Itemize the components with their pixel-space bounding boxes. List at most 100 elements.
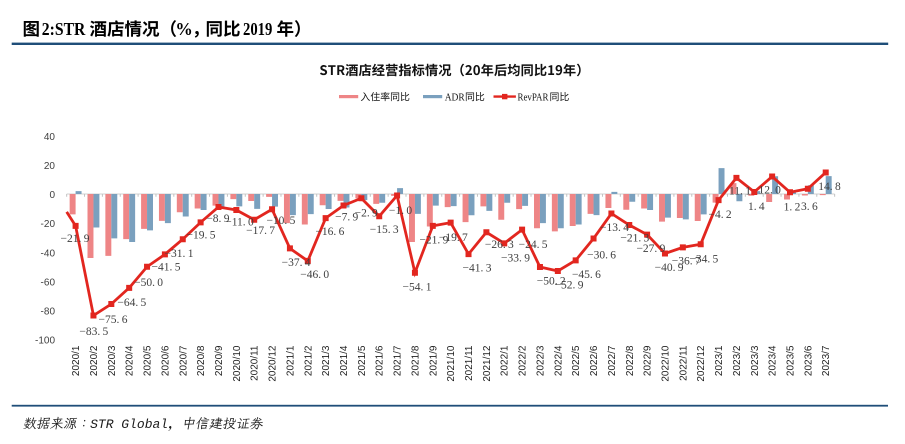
svg-text:2021/8: 2021/8 bbox=[410, 345, 421, 376]
svg-text:−13. 4: −13. 4 bbox=[600, 222, 629, 234]
svg-text:−21. 9: −21. 9 bbox=[61, 233, 90, 245]
svg-text:2022/12: 2022/12 bbox=[696, 345, 707, 382]
svg-text:2:STR: 2:STR bbox=[42, 19, 86, 39]
svg-text:−33. 9: −33. 9 bbox=[501, 253, 530, 265]
svg-text:2020/7: 2020/7 bbox=[178, 345, 189, 376]
svg-text:12. 0: 12. 0 bbox=[758, 184, 781, 196]
svg-text:2023/7: 2023/7 bbox=[821, 345, 832, 376]
svg-text:-80: -80 bbox=[41, 307, 56, 318]
svg-text:−36. 7: −36. 7 bbox=[672, 256, 701, 268]
svg-text:2022/6: 2022/6 bbox=[589, 345, 600, 376]
svg-text:−19. 5: −19. 5 bbox=[187, 230, 216, 242]
svg-text:14. 8: 14. 8 bbox=[818, 181, 841, 193]
svg-text:%: % bbox=[175, 19, 192, 39]
svg-text:−27. 9: −27. 9 bbox=[636, 243, 665, 255]
svg-text:2020/9: 2020/9 bbox=[214, 345, 225, 376]
svg-text:2020/2: 2020/2 bbox=[89, 345, 100, 376]
svg-text:−26. 3: −26. 3 bbox=[485, 239, 514, 251]
svg-text:2022/9: 2022/9 bbox=[643, 345, 654, 376]
svg-text:−21. 3: −21. 3 bbox=[620, 233, 649, 245]
svg-text:2021/10: 2021/10 bbox=[446, 345, 457, 382]
svg-text:2021/1: 2021/1 bbox=[285, 345, 296, 376]
svg-text:2021/11: 2021/11 bbox=[464, 345, 475, 381]
svg-text:−54. 1: −54. 1 bbox=[403, 281, 432, 293]
svg-text:2022/2: 2022/2 bbox=[518, 345, 529, 376]
svg-text:2020/5: 2020/5 bbox=[143, 345, 154, 376]
svg-text:−41. 5: −41. 5 bbox=[152, 262, 181, 274]
svg-text:2022/5: 2022/5 bbox=[571, 345, 582, 376]
svg-text:−50. 2: −50. 2 bbox=[537, 276, 566, 288]
svg-text:2023/4: 2023/4 bbox=[768, 345, 779, 376]
svg-text:-20: -20 bbox=[41, 219, 56, 230]
svg-text:−16. 6: −16. 6 bbox=[315, 226, 344, 238]
svg-text:2023/2: 2023/2 bbox=[732, 345, 743, 376]
svg-text:-40: -40 bbox=[41, 248, 56, 259]
svg-text:RevPAR: RevPAR bbox=[518, 92, 549, 103]
svg-text:2020/4: 2020/4 bbox=[125, 345, 136, 376]
svg-text:2023/6: 2023/6 bbox=[803, 345, 814, 376]
svg-text:2020/1: 2020/1 bbox=[71, 345, 82, 376]
svg-text:−24. 5: −24. 5 bbox=[519, 239, 548, 251]
svg-text:−31. 1: −31. 1 bbox=[165, 248, 194, 260]
svg-text:3. 6: 3. 6 bbox=[801, 201, 818, 213]
svg-text:2020/11: 2020/11 bbox=[250, 345, 261, 381]
svg-text:2022/4: 2022/4 bbox=[553, 345, 564, 376]
svg-text:2020/3: 2020/3 bbox=[107, 345, 118, 376]
svg-text:1. 4: 1. 4 bbox=[748, 201, 765, 213]
svg-text:−30. 6: −30. 6 bbox=[587, 250, 616, 262]
svg-text:−21. 9: −21. 9 bbox=[419, 235, 448, 247]
svg-text:2020/6: 2020/6 bbox=[160, 345, 171, 376]
svg-text:2021/12: 2021/12 bbox=[482, 345, 493, 382]
svg-text:2022/7: 2022/7 bbox=[607, 345, 618, 376]
svg-text:2023/3: 2023/3 bbox=[750, 345, 761, 376]
svg-text:−8. 9: −8. 9 bbox=[206, 213, 229, 225]
svg-text:−34. 5: −34. 5 bbox=[689, 253, 718, 265]
svg-text:2022/8: 2022/8 bbox=[625, 345, 636, 376]
svg-text:−1. 0: −1. 0 bbox=[389, 205, 412, 217]
svg-text:-60: -60 bbox=[41, 277, 56, 288]
svg-text:2021/9: 2021/9 bbox=[428, 345, 439, 376]
svg-text:2022/1: 2022/1 bbox=[500, 345, 511, 376]
svg-text:−19. 7: −19. 7 bbox=[439, 232, 468, 244]
svg-text:STR Global: STR Global bbox=[90, 417, 168, 432]
svg-text:2023/5: 2023/5 bbox=[786, 345, 797, 376]
svg-text:2021/6: 2021/6 bbox=[375, 345, 386, 376]
svg-text:−17. 7: −17. 7 bbox=[246, 225, 275, 237]
svg-text:40: 40 bbox=[44, 132, 56, 143]
svg-text:−2. 9: −2. 9 bbox=[355, 207, 378, 219]
svg-text:−45. 6: −45. 6 bbox=[572, 269, 601, 281]
svg-text:1. 2: 1. 2 bbox=[784, 202, 801, 214]
svg-text:2021/3: 2021/3 bbox=[321, 345, 332, 376]
svg-text:2021/5: 2021/5 bbox=[357, 345, 368, 376]
svg-text:20: 20 bbox=[44, 161, 56, 172]
svg-text:2021/7: 2021/7 bbox=[393, 345, 404, 376]
svg-text:−52. 9: −52. 9 bbox=[555, 280, 584, 292]
svg-text:2019: 2019 bbox=[243, 19, 272, 39]
svg-text:−37. 4: −37. 4 bbox=[282, 257, 311, 269]
svg-text:−75. 6: −75. 6 bbox=[99, 314, 128, 326]
svg-text:2020/8: 2020/8 bbox=[196, 345, 207, 376]
svg-text:2020/12: 2020/12 bbox=[268, 345, 279, 382]
svg-text:2022/3: 2022/3 bbox=[536, 345, 547, 376]
svg-text:−10. 5: −10. 5 bbox=[266, 215, 295, 227]
svg-text:−4. 2: −4. 2 bbox=[709, 209, 732, 221]
svg-text:ADR: ADR bbox=[445, 92, 465, 103]
svg-text:2021/2: 2021/2 bbox=[303, 345, 314, 376]
svg-text:−46. 0: −46. 0 bbox=[300, 269, 329, 281]
svg-text:−40. 9: −40. 9 bbox=[655, 262, 684, 274]
svg-text:2020/10: 2020/10 bbox=[232, 345, 243, 382]
svg-text:11. 1: 11. 1 bbox=[729, 186, 751, 198]
svg-text:0: 0 bbox=[49, 190, 55, 201]
svg-text:−15. 3: −15. 3 bbox=[370, 224, 399, 236]
svg-text:-100: -100 bbox=[35, 336, 55, 347]
svg-text:−7. 9: −7. 9 bbox=[335, 212, 358, 224]
svg-text:−50. 0: −50. 0 bbox=[134, 277, 163, 289]
svg-text:2023/1: 2023/1 bbox=[714, 345, 725, 376]
svg-text:−83. 5: −83. 5 bbox=[79, 326, 108, 338]
svg-text:2022/11: 2022/11 bbox=[678, 345, 689, 381]
svg-text:−11. 0: −11. 0 bbox=[225, 217, 254, 229]
svg-text:2022/10: 2022/10 bbox=[661, 345, 672, 382]
svg-text:−64. 5: −64. 5 bbox=[117, 297, 146, 309]
svg-text:2021/4: 2021/4 bbox=[339, 345, 350, 376]
svg-text:−41. 3: −41. 3 bbox=[463, 263, 492, 275]
